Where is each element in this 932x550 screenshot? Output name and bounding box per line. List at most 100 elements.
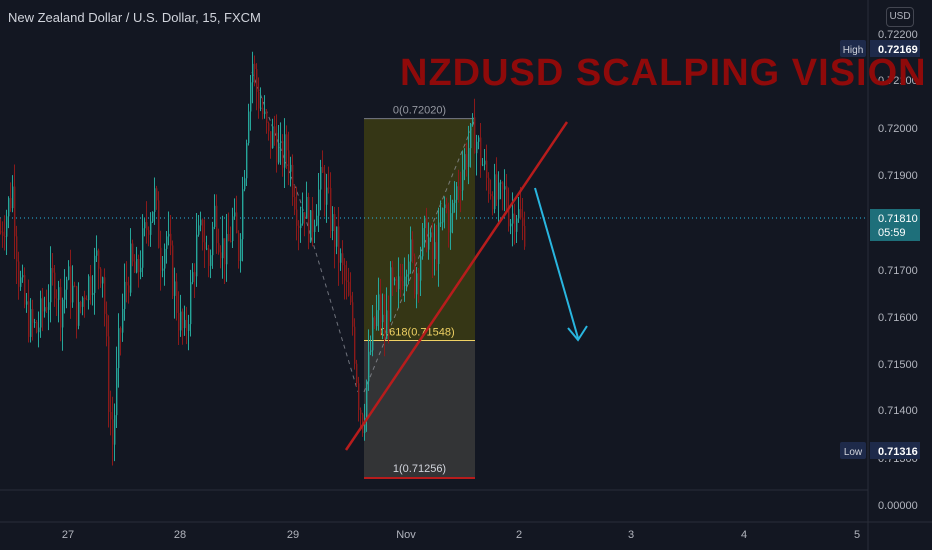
candle-body (520, 209, 522, 218)
candle-body (494, 174, 496, 210)
projection-arrow-shaft[interactable] (534, 187, 579, 339)
candle-body (276, 132, 278, 163)
candle-body (226, 233, 228, 265)
price-tick-label: 0.71700 (878, 265, 918, 277)
candle-body (368, 351, 370, 382)
candle-body (130, 243, 132, 293)
candle-body (396, 279, 398, 290)
candle-body (98, 250, 100, 269)
candle-body (86, 299, 88, 301)
candle-body (366, 381, 368, 418)
candle-body (38, 327, 40, 333)
candle-body (480, 137, 482, 166)
time-tick-label: 29 (287, 529, 299, 541)
time-tick-label: 28 (174, 529, 186, 541)
current-price-value: 0.71810 (878, 213, 918, 225)
candle-body (244, 178, 246, 190)
candle-body (224, 238, 226, 265)
low-tag-value: 0.71316 (878, 446, 918, 458)
candle-body (448, 209, 450, 233)
candle-body (190, 282, 192, 325)
candle-body (432, 232, 434, 260)
candle-body (358, 383, 360, 410)
low-tag-value-bg (870, 442, 920, 459)
candle-body (370, 350, 372, 352)
candle-body (34, 322, 36, 324)
candle-body (0, 231, 2, 233)
time-tick-label: 4 (741, 529, 747, 541)
trendline[interactable] (344, 121, 569, 451)
candle-body (162, 268, 164, 271)
candle-body (416, 273, 418, 295)
candle-body (386, 310, 388, 340)
candle-body (128, 285, 130, 293)
candle-body (422, 228, 424, 257)
symbol-title: New Zealand Dollar / U.S. Dollar, 15, FX… (8, 10, 261, 25)
candle-body (280, 141, 282, 144)
candle-body (158, 200, 160, 248)
candle-body (218, 243, 220, 253)
candle-body (250, 82, 252, 112)
candle-body (210, 255, 212, 266)
candle-body (80, 302, 82, 307)
candle-body (456, 186, 458, 200)
candle-body (312, 210, 314, 232)
chart-headline-annotation: NZDUSD SCALPING VISION (400, 52, 927, 94)
candle-body (388, 310, 390, 321)
candle-body (350, 295, 352, 303)
candle-body (444, 204, 446, 209)
candle-body (404, 276, 406, 287)
candle-body (286, 134, 288, 151)
candle-body (262, 107, 264, 115)
candle-body (300, 223, 302, 228)
candle-body (198, 225, 200, 235)
candle-body (14, 186, 16, 237)
candle-body (464, 154, 466, 170)
candle-body (236, 212, 238, 234)
fib-level-1-label: 1(0.71256) (393, 463, 446, 475)
candle-body (120, 328, 122, 333)
candle-body (508, 207, 510, 227)
candle-body (242, 189, 244, 240)
candle-body (264, 111, 266, 115)
candle-body (56, 298, 58, 300)
time-tick-label: 27 (62, 529, 74, 541)
candle-body (462, 169, 464, 191)
candle-body (282, 141, 284, 168)
candle-body (200, 219, 202, 226)
currency-button[interactable]: USD (886, 7, 914, 27)
candle-body (400, 276, 402, 282)
candle-body (174, 281, 176, 296)
candle-body (58, 287, 60, 300)
candle-body (364, 417, 366, 434)
price-tick-label: 0.72000 (878, 123, 918, 135)
candle-body (260, 107, 262, 109)
candle-body (144, 222, 146, 229)
candle-body (374, 317, 376, 327)
candle-body (168, 233, 170, 237)
candle-body (254, 63, 256, 70)
fib-trend-dash-2 (363, 121, 475, 393)
fib-level-0-label: 0(0.72020) (393, 105, 446, 117)
candle-body (36, 322, 38, 333)
time-tick-label: Nov (396, 529, 416, 541)
price-tick-label: 0.72100 (878, 75, 918, 87)
candle-body (492, 196, 494, 210)
candle-body (450, 213, 452, 233)
candle-body (500, 182, 502, 184)
candle-body (106, 313, 108, 337)
candle-body (418, 273, 420, 281)
candle-body (70, 266, 72, 303)
candle-body (482, 164, 484, 166)
candle-body (490, 194, 492, 197)
candle-body (430, 232, 432, 238)
candle-body (474, 117, 476, 154)
price-tick-label: 0.71500 (878, 359, 918, 371)
candle-body (222, 238, 224, 259)
candle-body (92, 292, 94, 295)
price-tick-label: 0.00000 (878, 500, 918, 512)
candle-body (194, 272, 196, 277)
candle-body (122, 308, 124, 333)
candle-body (116, 368, 118, 416)
